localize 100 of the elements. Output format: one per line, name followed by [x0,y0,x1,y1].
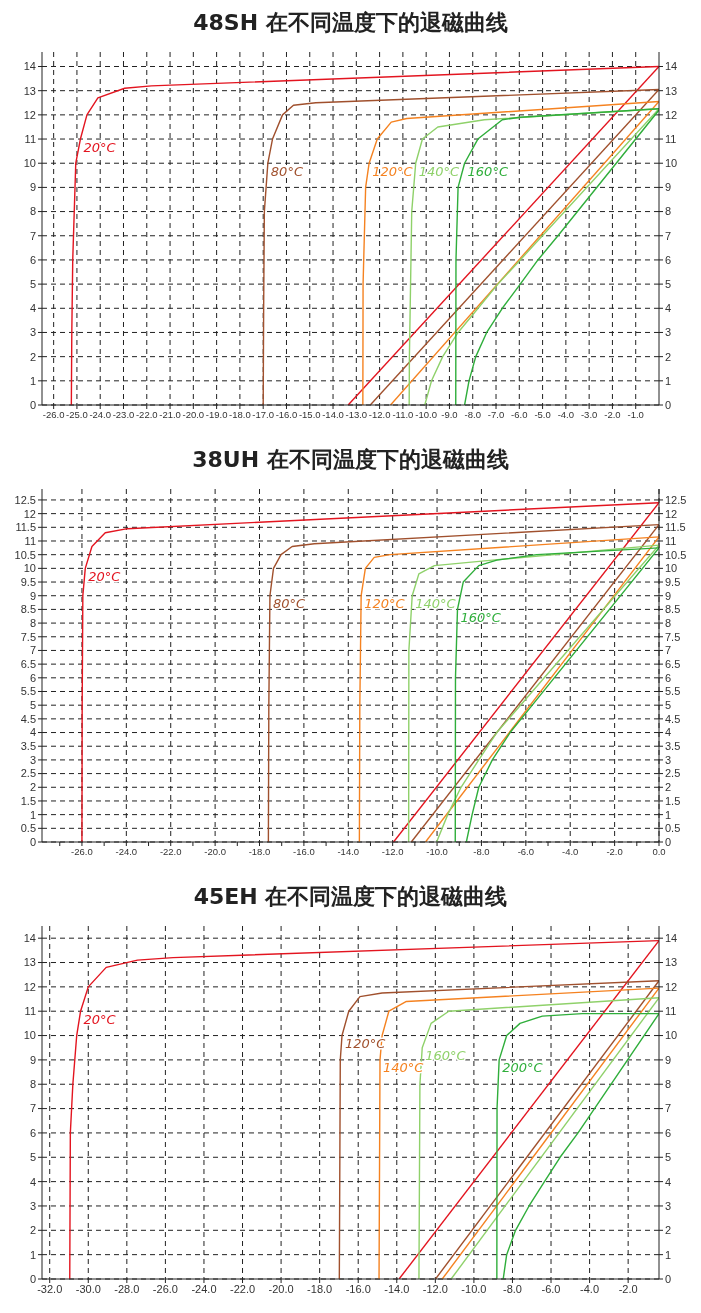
x-tick-label: -10.0 [415,408,437,420]
x-tick-label: -14.0 [322,408,344,420]
y2-tick-label: 2.5 [665,767,681,780]
x-tick-label: -4.0 [562,845,579,857]
x-tick-label: -11.0 [392,408,414,420]
y2-tick-label: 14 [665,932,678,945]
y2-tick-label: 14 [665,60,678,73]
y-tick-label: 1 [29,808,36,821]
series-label: 80°C [272,596,306,612]
y-tick-label: 1 [29,374,36,387]
x-tick-label: -18.0 [229,408,251,420]
x-tick-label: -24.0 [115,845,138,857]
y2-tick-label: 2 [665,350,672,363]
x-tick-label: -20.0 [182,408,205,420]
x-tick-label: -15.0 [298,408,321,420]
series-label: 140°C [418,163,461,179]
y-tick-label: 10 [23,1029,36,1042]
x-tick-label: -16.0 [275,408,298,420]
series-label: 140°C [415,596,457,612]
x-tick-label: -20.0 [268,1282,294,1295]
y-tick-label: 7 [29,229,36,242]
y-tick-label: 13 [23,84,36,97]
x-tick-label: -7.0 [487,408,505,420]
y-tick-label: 5 [29,278,36,291]
y2-tick-label: 3 [665,1199,672,1212]
y-tick-label: 3 [29,1199,36,1212]
x-tick-label: -26.0 [42,408,65,420]
x-tick-label: -20.0 [204,845,226,857]
chart-title: 45EH 在不同温度下的退磁曲线 [192,883,509,911]
y2-tick-label: 12 [665,980,678,993]
y2-tick-label: 7 [665,644,672,657]
y2-tick-label: 6 [665,253,672,266]
series-label: 160°C [467,163,509,179]
y-tick-label: 3 [29,326,36,339]
chart-title: 48SH 在不同温度下的退磁曲线 [192,9,509,37]
y2-tick-label: 4 [665,726,672,739]
y2-tick-label: 0 [665,1272,672,1285]
series-label: 20°C [88,568,122,584]
x-tick-label: -24.0 [191,1282,217,1295]
y-tick-label: 11 [24,1005,36,1018]
x-tick-label: -19.0 [205,408,228,420]
y-tick-label: 12 [23,980,36,993]
y-tick-label: 9 [29,1053,36,1066]
x-tick-label: -10.0 [426,845,448,857]
y2-tick-label: 9 [665,1053,672,1066]
y-tick-label: 11.5 [15,521,36,534]
y-tick-label: 6 [29,671,36,684]
x-tick-label: -22.0 [229,1282,256,1295]
y2-tick-label: 13 [665,956,678,969]
y-tick-label: 10 [23,157,36,170]
x-tick-label: -21.0 [159,408,181,420]
y-tick-label: 5 [29,1151,36,1164]
y-tick-label: 1.5 [20,794,36,807]
x-tick-label: -5.0 [534,408,551,420]
y2-tick-label: 3.5 [665,740,681,753]
x-tick-label: -16.0 [345,1282,371,1295]
y2-tick-label: 8 [665,616,672,629]
x-tick-label: -6.0 [511,408,528,420]
x-tick-label: -4.0 [557,408,575,420]
y-tick-label: 2 [29,350,36,363]
y2-tick-label: 7.5 [665,630,681,643]
x-tick-label: -17.0 [252,408,275,420]
y-tick-label: 8 [29,205,36,218]
series-label: 20°C [83,1011,117,1027]
y2-tick-label: 6 [665,671,672,684]
y-tick-label: 11 [24,132,36,145]
y2-tick-label: 12.5 [665,493,687,506]
y-tick-label: 0 [29,398,36,411]
x-tick-label: -14.0 [384,1282,410,1295]
y-tick-label: 7 [29,1102,36,1115]
y2-tick-label: 8 [665,1078,672,1091]
y-tick-label: 8 [29,1078,36,1091]
series-label: 80°C [270,163,304,179]
y-tick-label: 10 [23,562,36,575]
y2-tick-label: 0 [665,835,672,848]
y2-tick-label: 7 [665,1102,672,1115]
x-tick-label: -8.0 [473,845,490,857]
y-tick-label: 6 [29,1126,36,1139]
chart-title: 38UH 在不同温度下的退磁曲线 [191,446,510,474]
x-tick-label: -12.0 [381,845,404,857]
y-tick-label: 5.5 [20,685,36,698]
x-tick-label: -10.0 [461,1282,487,1295]
y2-tick-label: 9 [665,181,672,194]
y-tick-label: 12.5 [14,493,36,506]
series-label: 160°C [425,1048,467,1064]
y2-tick-label: 2 [665,1224,672,1237]
y2-tick-label: 10 [665,157,678,170]
y-tick-label: 9 [29,589,36,602]
y-tick-label: 4 [29,726,36,739]
series-label: 120°C [372,163,414,179]
x-tick-label: -1.0 [627,408,644,420]
y2-tick-label: 4.5 [665,712,681,725]
y-tick-label: 11 [24,534,36,547]
x-tick-label: -8.0 [502,1282,522,1295]
y-tick-label: 7.5 [20,630,36,643]
y-tick-label: 1 [29,1248,36,1261]
series-label: 20°C [83,139,117,155]
x-tick-label: -6.0 [541,1282,561,1295]
x-tick-label: -2.0 [606,845,623,857]
y2-tick-label: 11 [665,132,677,145]
